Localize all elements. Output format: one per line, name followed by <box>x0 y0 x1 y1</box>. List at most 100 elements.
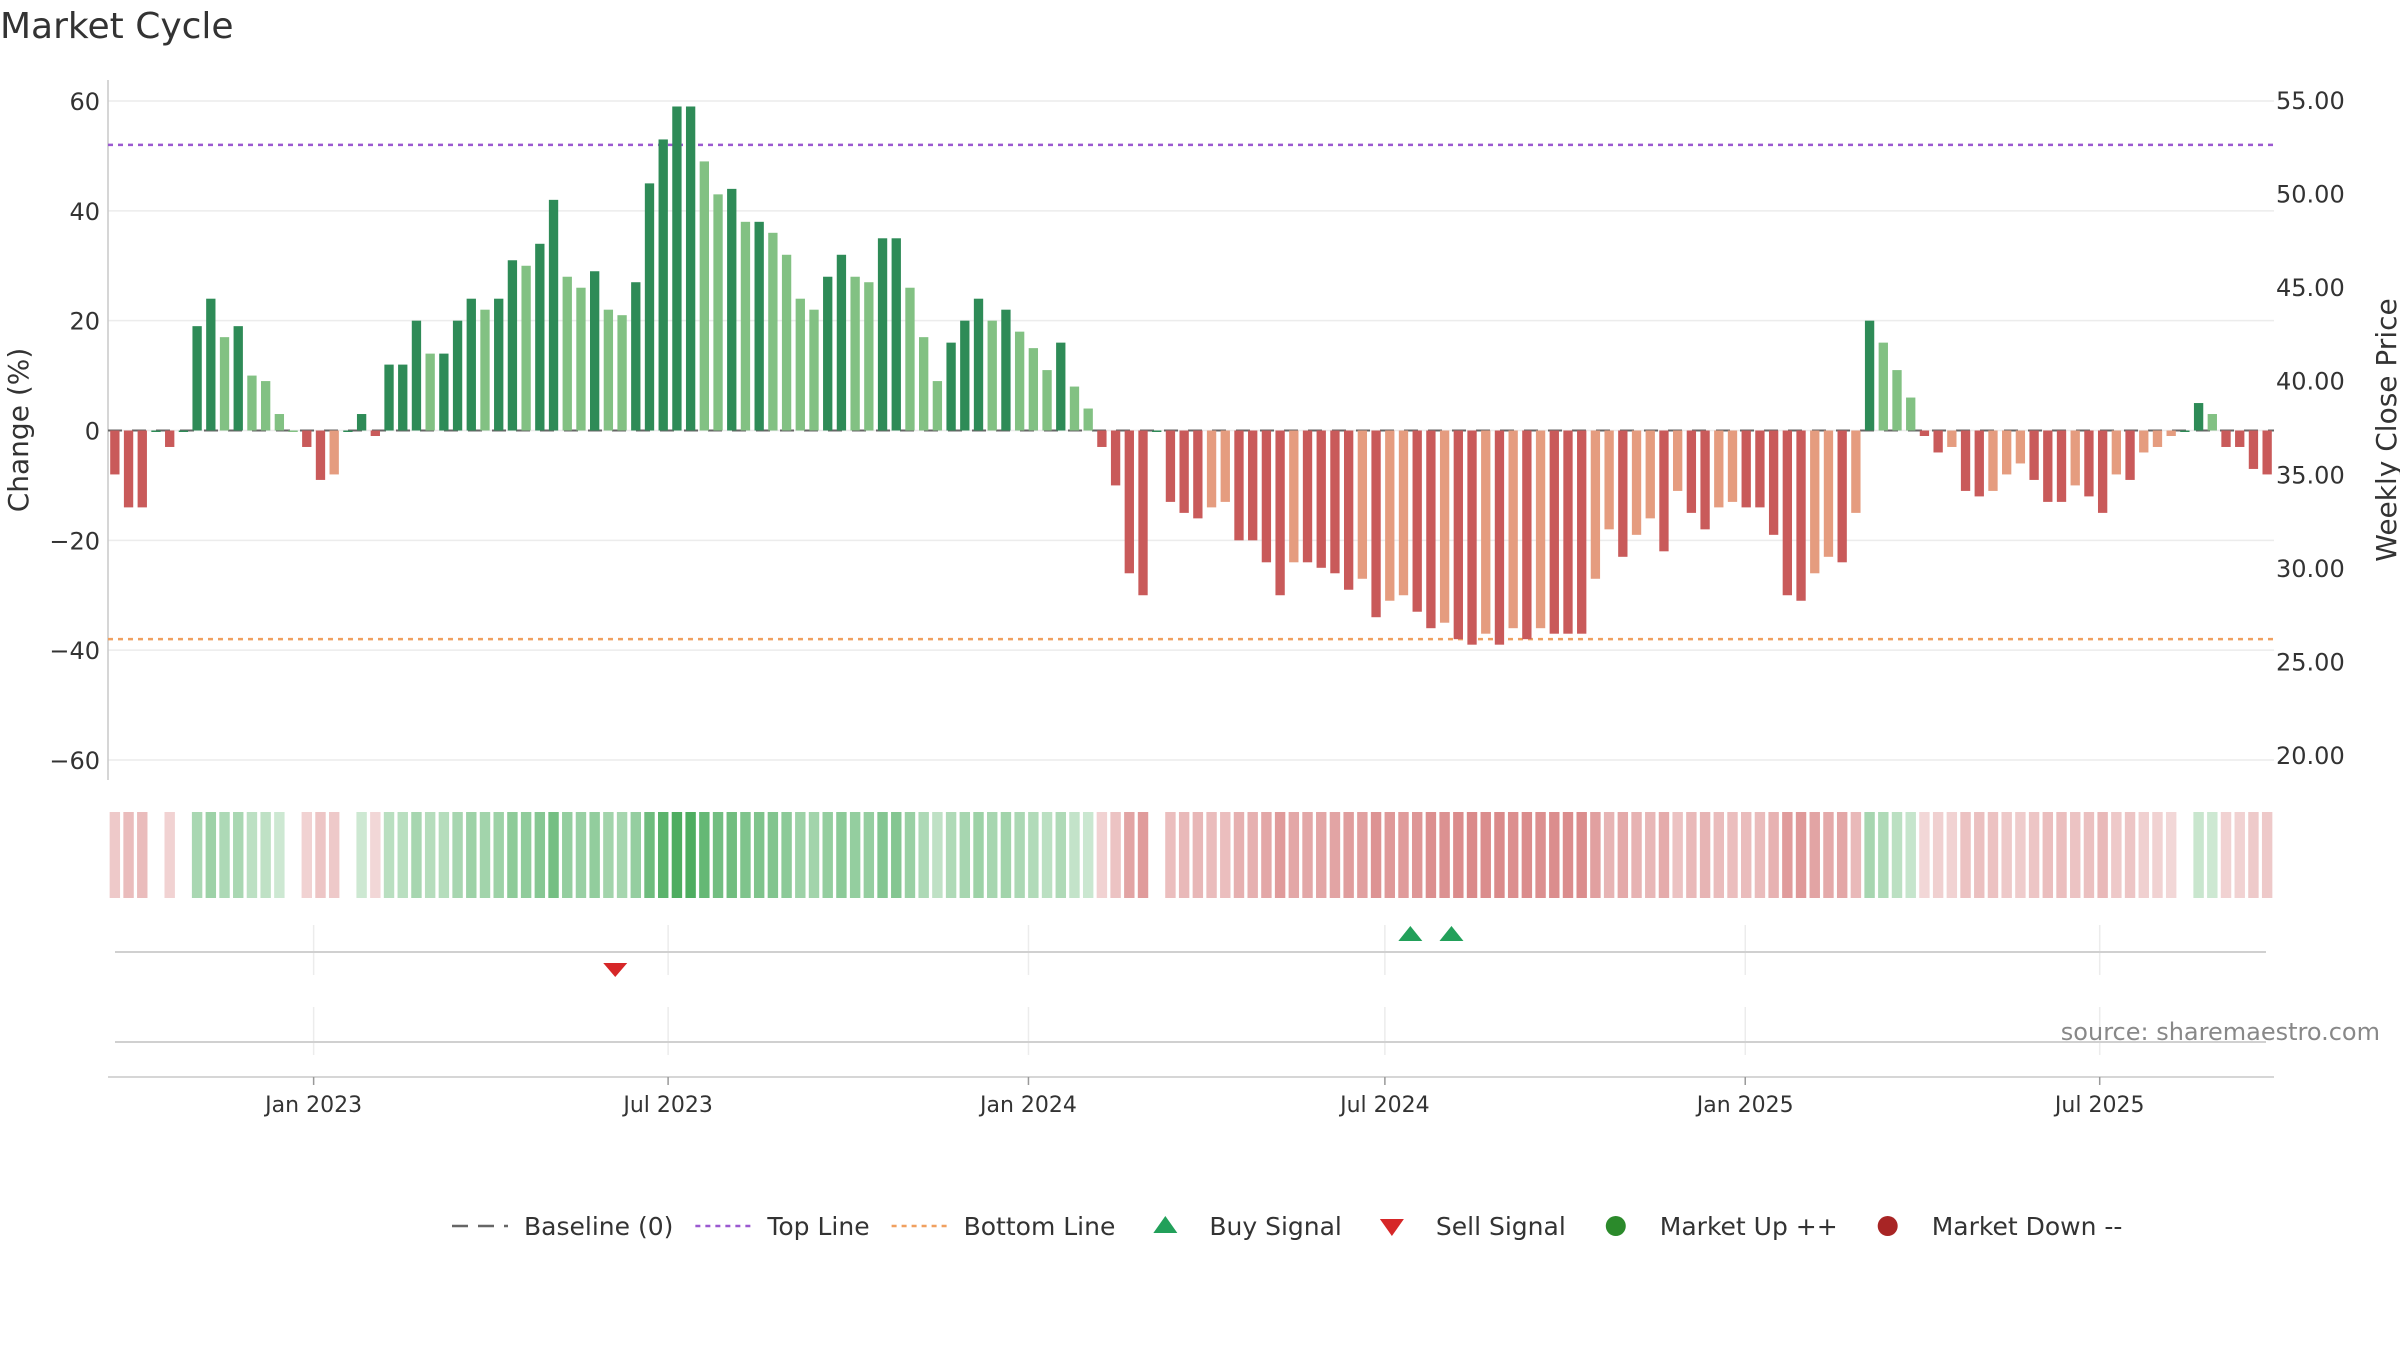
y-tick-label-left: 0 <box>85 418 100 446</box>
bar <box>973 298 984 431</box>
x-tick-label: Jan 2024 <box>978 1093 1077 1118</box>
heat-cell <box>630 812 642 898</box>
bar <box>2139 430 2149 453</box>
bar <box>1220 430 1230 502</box>
buy-signal-marker <box>1439 926 1464 941</box>
bar <box>672 106 682 431</box>
heat-cell <box>699 812 710 898</box>
bar <box>192 326 202 431</box>
heat-cell <box>1439 812 1450 898</box>
heat-cell <box>1631 812 1642 898</box>
legend: Baseline (0) Top Line Bottom Line Buy Signa… <box>452 1212 2122 1241</box>
heat-cell <box>1864 812 1875 898</box>
heat-cell <box>164 812 175 898</box>
heat-cell <box>507 812 518 898</box>
bar <box>1357 430 1368 579</box>
bar-series <box>110 106 2272 645</box>
heat-cell <box>1686 812 1697 898</box>
bar <box>2248 430 2259 469</box>
bar <box>1714 430 1724 508</box>
bar <box>932 381 943 431</box>
heat-cell <box>904 812 916 898</box>
heat-cell <box>2070 812 2081 898</box>
heat-cell <box>1288 812 1300 898</box>
bar <box>439 353 449 431</box>
bar <box>1892 370 1902 431</box>
heat-cell <box>1672 812 1683 898</box>
bar <box>960 320 970 431</box>
bar <box>1988 430 1998 491</box>
bar <box>343 430 353 432</box>
heat-cell <box>1178 812 1190 898</box>
bar <box>2221 430 2231 447</box>
y-axis-label-right: Weekly Close Price <box>2370 298 2400 561</box>
heat-cell <box>1878 812 1889 898</box>
bar <box>1878 342 1888 431</box>
bar <box>603 309 614 431</box>
bar <box>1371 430 1381 618</box>
heat-cell <box>1919 812 1930 898</box>
heat-cell <box>603 812 614 898</box>
heat-cell <box>1370 812 1382 898</box>
y-tick-label-right: 25.00 <box>2276 648 2345 676</box>
heat-cell <box>767 812 779 898</box>
bar <box>1028 348 1039 431</box>
bar <box>206 298 216 431</box>
y-tick-label-right: 45.00 <box>2276 274 2345 302</box>
bar <box>781 254 792 431</box>
bar <box>1960 430 1971 491</box>
bar <box>905 287 915 431</box>
bar <box>507 260 518 431</box>
legend-symbol-buy <box>1153 1216 1178 1233</box>
bar <box>1275 430 1285 596</box>
bar <box>1398 430 1409 596</box>
heat-cell <box>1658 812 1670 898</box>
heat-cell <box>1069 812 1080 898</box>
heat-cell <box>452 812 463 898</box>
bar <box>1014 331 1025 431</box>
bar <box>1042 370 1052 431</box>
bar <box>1864 320 1875 431</box>
bar <box>1535 430 1546 629</box>
bar <box>370 430 380 436</box>
heat-cell <box>575 812 587 898</box>
legend-label: Baseline (0) <box>524 1212 673 1241</box>
bar <box>1439 430 1450 623</box>
heat-cell <box>657 812 669 898</box>
bar <box>494 298 504 431</box>
legend-symbol-market-down <box>1877 1216 1898 1236</box>
heat-cell <box>328 812 340 898</box>
source-label: source: sharemaestro.com <box>2061 1018 2380 1046</box>
heat-cell <box>1137 812 1149 898</box>
heat-cell <box>520 812 532 898</box>
bar <box>699 161 709 431</box>
bar <box>247 375 257 431</box>
heat-cell <box>1343 812 1354 898</box>
bar <box>1727 430 1738 502</box>
bar <box>768 232 778 431</box>
bar <box>795 298 805 431</box>
bar <box>850 276 860 431</box>
heat-cell <box>2165 812 2177 898</box>
heat-cell <box>1480 812 1491 898</box>
bar <box>1289 430 1299 563</box>
bar <box>302 430 312 447</box>
bar <box>1549 430 1559 634</box>
heat-cell <box>1014 812 1025 898</box>
bar <box>1152 430 1162 432</box>
heat-cell <box>1302 812 1313 898</box>
heat-cell <box>123 812 134 898</box>
bar <box>809 309 819 431</box>
bar <box>754 221 764 431</box>
heat-cell <box>1891 812 1903 898</box>
bar <box>384 364 394 431</box>
bar <box>877 238 888 431</box>
bar <box>727 188 737 431</box>
bar <box>740 221 751 431</box>
bar <box>864 282 874 431</box>
heat-cell <box>219 812 230 898</box>
heat-cell <box>1316 812 1327 898</box>
heat-cell <box>740 812 751 898</box>
heat-cell <box>1987 812 1999 898</box>
heat-cell <box>2193 812 2204 898</box>
